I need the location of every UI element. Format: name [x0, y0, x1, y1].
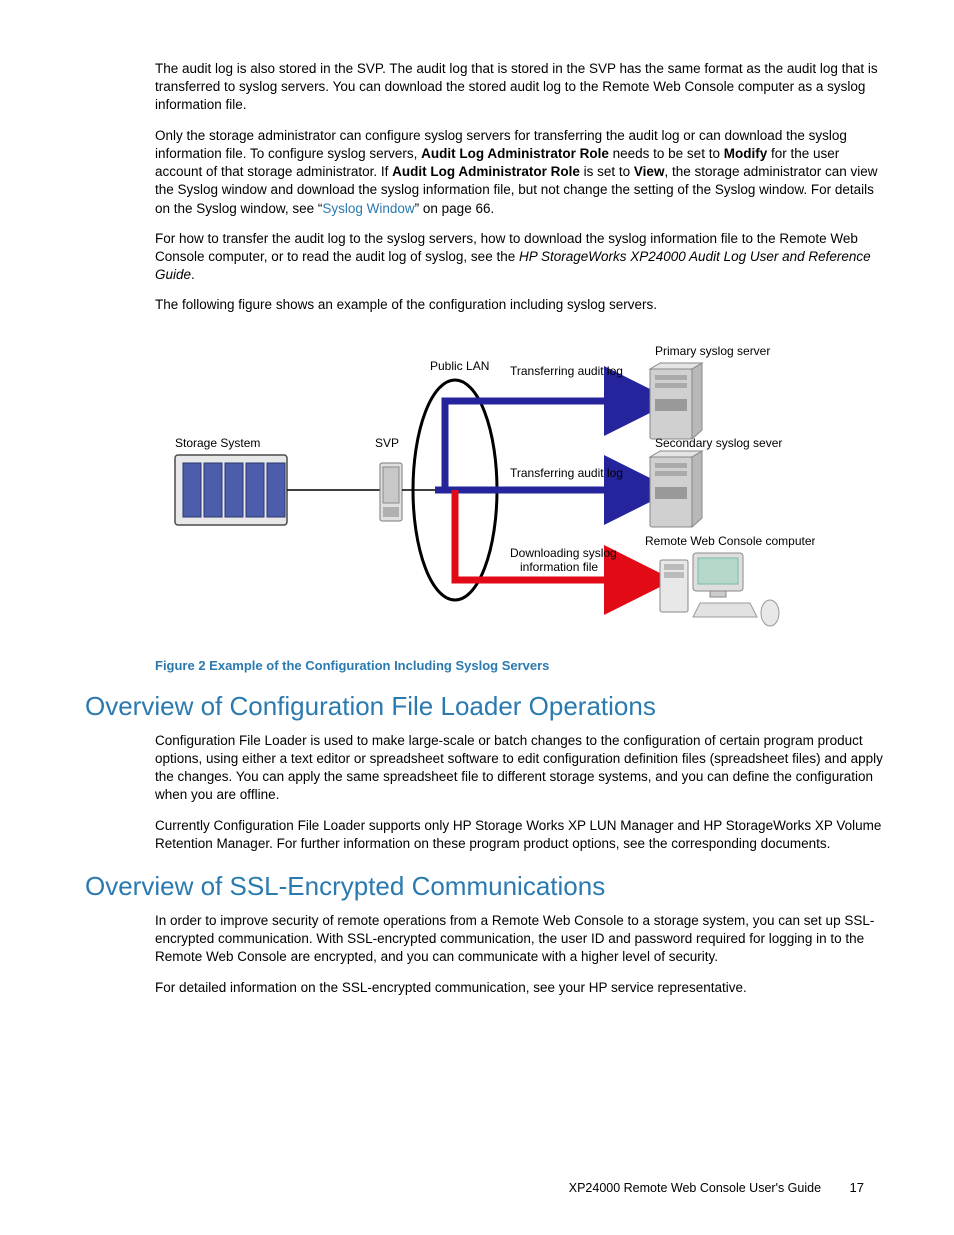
p2b: Audit Log Administrator Role: [421, 146, 609, 161]
label-remote: Remote Web Console computer: [645, 534, 815, 548]
paragraph-2: Only the storage administrator can confi…: [155, 127, 884, 218]
page-footer: XP24000 Remote Web Console User's Guide …: [569, 1180, 864, 1195]
label-primary: Primary syslog server: [655, 344, 770, 358]
storage-system-shape: [175, 455, 287, 525]
paragraph-5: Configuration File Loader is used to mak…: [155, 732, 884, 805]
page-number: 17: [850, 1180, 864, 1195]
paragraph-3: For how to transfer the audit log to the…: [155, 230, 884, 285]
heading-ssl: Overview of SSL-Encrypted Communications: [85, 871, 884, 902]
p2c: needs to be set to: [609, 146, 724, 161]
figure-caption: Figure 2 Example of the Configuration In…: [155, 658, 884, 673]
paragraph-1: The audit log is also stored in the SVP.…: [155, 60, 884, 115]
p2k: ” on page 66.: [415, 201, 495, 216]
label-secondary: Secondary syslog sever: [655, 436, 782, 450]
syslog-window-link[interactable]: Syslog Window: [322, 201, 414, 216]
p2h: View: [634, 164, 665, 179]
paragraph-7: In order to improve security of remote o…: [155, 912, 884, 967]
footer-title: XP24000 Remote Web Console User's Guide: [569, 1181, 821, 1195]
p2d: Modify: [724, 146, 768, 161]
svp-shape: [380, 463, 402, 521]
paragraph-6: Currently Configuration File Loader supp…: [155, 817, 884, 853]
label-transfer1: Transferring audit log: [510, 364, 623, 378]
server-primary: [650, 363, 702, 439]
computer-remote: [660, 553, 779, 626]
heading-cfl: Overview of Configuration File Loader Op…: [85, 691, 884, 722]
paragraph-4: The following figure shows an example of…: [155, 296, 884, 314]
label-svp: SVP: [375, 436, 399, 450]
label-download1: Downloading syslog: [510, 546, 617, 560]
diagram-figure: Storage System SVP Public LAN Transferri…: [155, 335, 884, 650]
p2f: Audit Log Administrator Role: [392, 164, 580, 179]
paragraph-8: For detailed information on the SSL-encr…: [155, 979, 884, 997]
label-transfer2: Transferring audit log: [510, 466, 623, 480]
label-storage: Storage System: [175, 436, 260, 450]
label-publiclan: Public LAN: [430, 359, 489, 373]
label-download2: information file: [520, 560, 598, 574]
diagram-svg: Storage System SVP Public LAN Transferri…: [155, 335, 815, 645]
p2g: is set to: [580, 164, 634, 179]
server-secondary: [650, 451, 702, 527]
p3c: .: [191, 267, 195, 282]
